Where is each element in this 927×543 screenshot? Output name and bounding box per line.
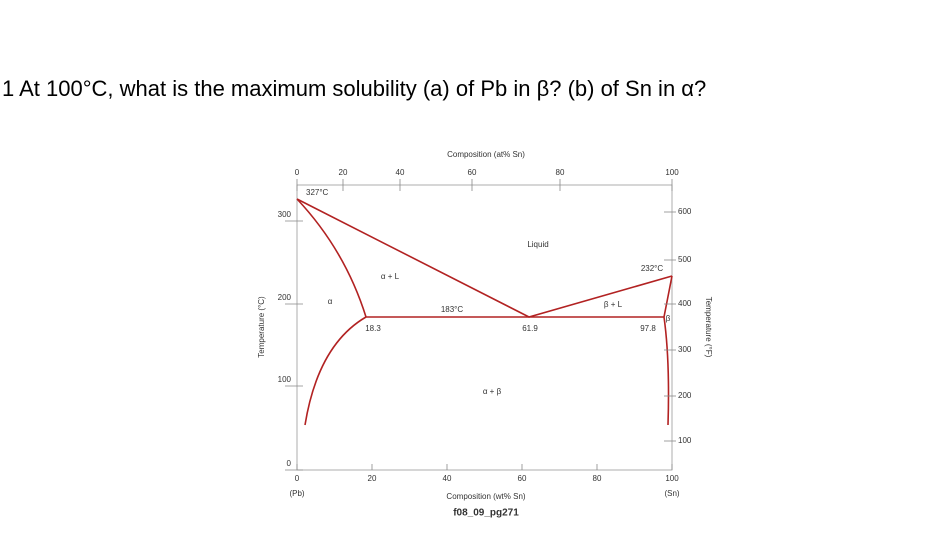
left-tick-label: 300 — [278, 210, 292, 219]
bottom-tick-label: 60 — [518, 474, 527, 483]
region-label: 183°C — [441, 305, 464, 314]
region-label: 97.8 — [640, 324, 656, 333]
left-end: (Pb) — [289, 489, 304, 498]
left-tick-label: 200 — [278, 293, 292, 302]
solidus-alpha — [296, 198, 367, 318]
right-axis-title: Temperature (°F) — [704, 297, 713, 358]
region-label: β + L — [604, 300, 623, 309]
left-tick-label: 100 — [278, 375, 292, 384]
bottom-tick-label: 40 — [443, 474, 452, 483]
right-tick-label: 300 — [678, 345, 692, 354]
region-label: α — [328, 297, 333, 306]
bottom-tick-label: 20 — [368, 474, 377, 483]
question: 1 At 100°C, what is the maximum solubili… — [2, 76, 706, 101]
caption: f08_09_pg271 — [453, 508, 519, 519]
right-tick-label: 200 — [678, 391, 692, 400]
region-label: 327°C — [306, 188, 329, 197]
right-tick-label: 600 — [678, 207, 692, 216]
right-end: (Sn) — [664, 489, 679, 498]
top-tick-label: 0 — [295, 168, 300, 177]
region-label: α + β — [483, 387, 502, 396]
bottom-tick-label: 0 — [295, 474, 300, 483]
top-tick-label: 40 — [396, 168, 405, 177]
top-tick-label: 100 — [665, 168, 679, 177]
bottom-tick-label: 100 — [665, 474, 679, 483]
top-tick-label: 20 — [339, 168, 348, 177]
right-tick-label: 500 — [678, 255, 692, 264]
top-axis-title: Composition (at% Sn) — [447, 150, 525, 159]
region-label: β — [666, 314, 671, 323]
right-tick-label: 100 — [678, 436, 692, 445]
top-tick-label: 60 — [468, 168, 477, 177]
region-label: 61.9 — [522, 324, 538, 333]
bottom-axis-title: Composition (wt% Sn) — [446, 492, 525, 501]
region-label: 18.3 — [365, 324, 381, 333]
region-label: 232°C — [641, 264, 664, 273]
right-tick-label: 400 — [678, 299, 692, 308]
bottom-tick-label: 80 — [593, 474, 602, 483]
beta-boundary — [663, 275, 673, 426]
phase-diagram: Composition (at% Sn) Composition (wt% Sn… — [257, 150, 713, 519]
region-label: Liquid — [527, 240, 548, 249]
left-tick-label: 0 — [287, 459, 292, 468]
top-tick-label: 80 — [556, 168, 565, 177]
region-label: α + L — [381, 272, 400, 281]
solvus-alpha — [304, 316, 367, 426]
left-axis-title: Temperature (°C) — [257, 296, 266, 358]
plot-frame — [296, 184, 673, 471]
